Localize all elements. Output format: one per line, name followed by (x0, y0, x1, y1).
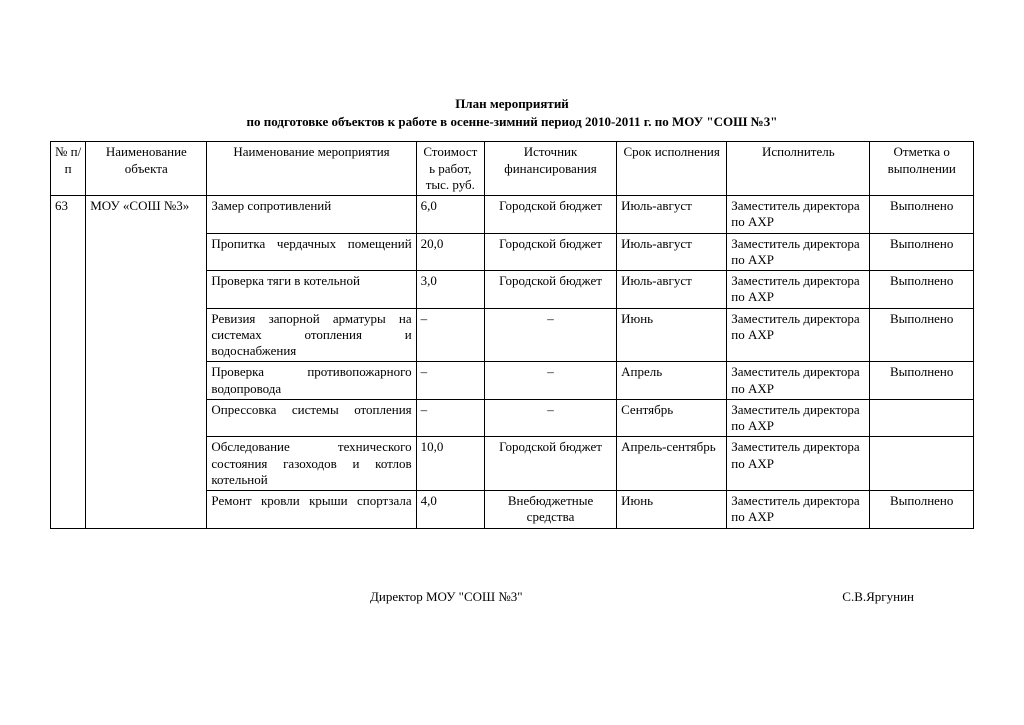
cell-mark: Выполнено (870, 196, 974, 234)
cell-object: МОУ «СОШ №3» (86, 196, 207, 529)
cell-event: Проверка противопожарного водопровода (207, 362, 416, 400)
cell-cost: 10,0 (416, 437, 484, 491)
cell-event: Ревизия запорной арматуры на системах от… (207, 308, 416, 362)
th-term: Срок исполнения (617, 142, 727, 196)
cell-cost: 20,0 (416, 233, 484, 271)
cell-cost: – (416, 362, 484, 400)
cell-source: Городской бюджет (484, 271, 616, 309)
cell-event: Проверка тяги в котельной (207, 271, 416, 309)
th-src: Источник финансирования (484, 142, 616, 196)
cell-executor: Заместитель директора по АХР (727, 362, 870, 400)
cell-source: Городской бюджет (484, 196, 616, 234)
title-line-1: План мероприятий (50, 95, 974, 113)
cell-mark (870, 399, 974, 437)
cell-source: – (484, 399, 616, 437)
th-event: Наименование мероприятия (207, 142, 416, 196)
th-cost: Стоимость работ, тыс. руб. (416, 142, 484, 196)
cell-term: Сентябрь (617, 399, 727, 437)
cell-event: Пропитка чердачных помещений (207, 233, 416, 271)
signature-role: Директор МОУ "СОШ №3" (370, 589, 523, 605)
cell-executor: Заместитель директора по АХР (727, 196, 870, 234)
cell-executor: Заместитель директора по АХР (727, 491, 870, 529)
th-mark: Отметка о выполнении (870, 142, 974, 196)
th-obj: Наименование объекта (86, 142, 207, 196)
cell-term: Июль-август (617, 271, 727, 309)
title-block: План мероприятий по подготовке объектов … (50, 95, 974, 131)
cell-cost: – (416, 308, 484, 362)
cell-event: Ремонт кровли крыши спортзала (207, 491, 416, 529)
cell-term: Июль-август (617, 196, 727, 234)
cell-executor: Заместитель директора по АХР (727, 399, 870, 437)
cell-source: – (484, 362, 616, 400)
cell-event: Опрессовка системы отопления (207, 399, 416, 437)
cell-mark: Выполнено (870, 491, 974, 529)
title-line-2: по подготовке объектов к работе в осенне… (50, 113, 974, 131)
cell-mark (870, 437, 974, 491)
cell-source: Городской бюджет (484, 233, 616, 271)
cell-term: Апрель (617, 362, 727, 400)
signature-line: Директор МОУ "СОШ №3" С.В.Яргунин (50, 589, 974, 605)
plan-table: № п/п Наименование объекта Наименование … (50, 141, 974, 528)
cell-term: Апрель-сентябрь (617, 437, 727, 491)
cell-executor: Заместитель директора по АХР (727, 271, 870, 309)
table-body: 63МОУ «СОШ №3»Замер сопротивлений6,0Горо… (51, 196, 974, 529)
cell-cost: 3,0 (416, 271, 484, 309)
cell-mark: Выполнено (870, 271, 974, 309)
th-exec: Исполнитель (727, 142, 870, 196)
table-row: 63МОУ «СОШ №3»Замер сопротивлений6,0Горо… (51, 196, 974, 234)
cell-mark: Выполнено (870, 233, 974, 271)
cell-source: Городской бюджет (484, 437, 616, 491)
cell-mark: Выполнено (870, 308, 974, 362)
cell-cost: 4,0 (416, 491, 484, 529)
signature-name: С.В.Яргунин (842, 589, 914, 605)
cell-cost: – (416, 399, 484, 437)
cell-source: Внебюджетные средства (484, 491, 616, 529)
cell-mark: Выполнено (870, 362, 974, 400)
cell-event: Замер сопротивлений (207, 196, 416, 234)
cell-executor: Заместитель директора по АХР (727, 437, 870, 491)
document-page: План мероприятий по подготовке объектов … (0, 0, 1024, 605)
th-num: № п/п (51, 142, 86, 196)
table-header-row: № п/п Наименование объекта Наименование … (51, 142, 974, 196)
cell-cost: 6,0 (416, 196, 484, 234)
cell-term: Июнь (617, 308, 727, 362)
cell-term: Июнь (617, 491, 727, 529)
cell-source: – (484, 308, 616, 362)
cell-event: Обследование технического состояния газо… (207, 437, 416, 491)
cell-num: 63 (51, 196, 86, 529)
cell-executor: Заместитель директора по АХР (727, 233, 870, 271)
cell-executor: Заместитель директора по АХР (727, 308, 870, 362)
cell-term: Июль-август (617, 233, 727, 271)
